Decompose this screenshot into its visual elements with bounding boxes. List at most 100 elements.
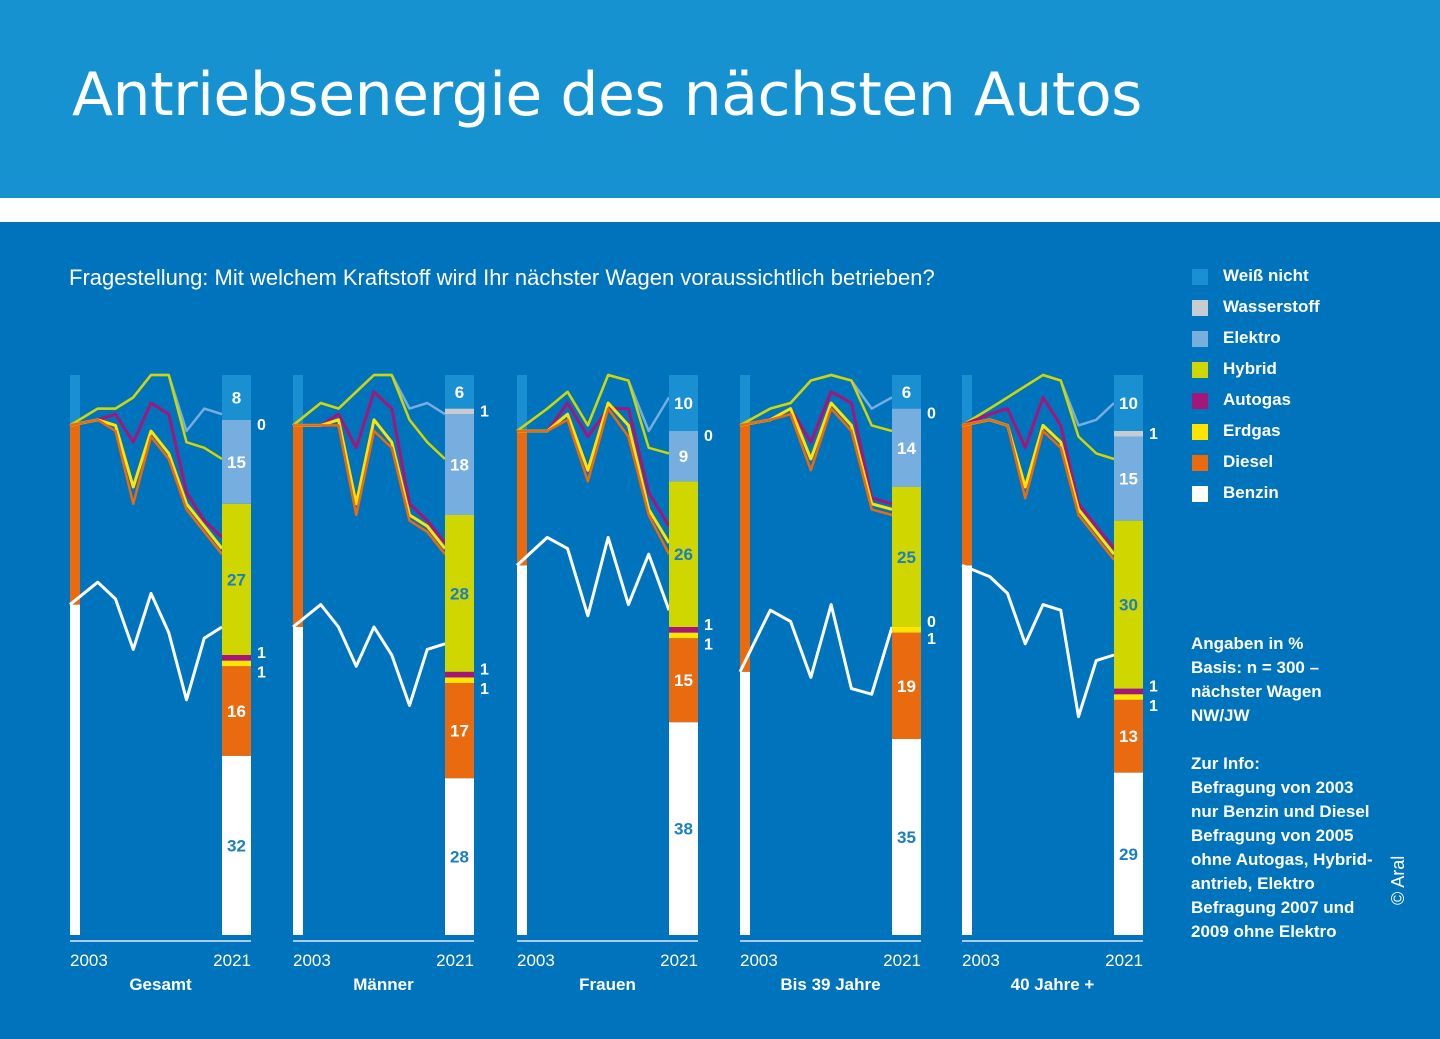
panel-title: Bis 39 Jahre	[780, 975, 880, 994]
bar-segment-weiß nicht	[892, 375, 921, 409]
series-line-elektro	[69, 373, 223, 433]
bar-value-label: 15	[227, 453, 246, 472]
series-line-autogas	[293, 390, 447, 544]
x-tick-label: 2021	[883, 951, 921, 970]
history-benzin-bar	[740, 671, 750, 935]
bar-value-label: 9	[679, 447, 688, 466]
legend-item: Weiß nicht	[1192, 265, 1392, 289]
bar-value-label: 6	[455, 383, 464, 402]
series-line-hybrid	[69, 373, 223, 461]
bar-segment-diesel	[222, 666, 251, 756]
bar-value-label: 28	[450, 848, 469, 867]
history-benzin-bar	[962, 565, 972, 935]
legend-label: Hybrid	[1223, 359, 1277, 378]
bar-segment-hybrid	[1114, 520, 1143, 689]
legend-item: Diesel	[1192, 451, 1392, 475]
note-line: Angaben in %	[1191, 634, 1304, 653]
legend-label: Weiß nicht	[1223, 266, 1309, 285]
bar-value-label: 29	[1119, 845, 1138, 864]
series-line-autogas	[69, 401, 224, 539]
series-line-benzin	[961, 564, 1115, 719]
x-tick-label: 2003	[70, 951, 108, 970]
x-tick-label: 2021	[436, 951, 474, 970]
series-line-benzin	[515, 535, 671, 618]
bar-value-label: 1	[704, 617, 713, 634]
bar-value-label: 8	[232, 388, 241, 407]
series-line-elektro	[292, 373, 446, 427]
page-title: Antriebsenergie des nächsten Autos	[72, 60, 1142, 130]
series-line-hybrid	[961, 373, 1115, 461]
legend-label: Diesel	[1223, 452, 1274, 471]
history-diesel-bar	[293, 425, 303, 627]
note-line: nur Benzin und Diesel	[1191, 802, 1370, 821]
series-line-elektro	[516, 373, 671, 433]
bar-value-label: 14	[897, 439, 916, 458]
x-tick-label: 2003	[293, 951, 331, 970]
bar-value-label: 35	[897, 828, 916, 847]
bar-value-label: 27	[227, 570, 246, 589]
panel-title: Frauen	[579, 975, 636, 994]
series-line-erdgas	[961, 418, 1116, 556]
bar-value-label: 32	[227, 836, 246, 855]
bar-segment-wasserstoff	[1114, 431, 1143, 437]
bar-segment-hybrid	[222, 503, 251, 655]
history-diesel-bar	[517, 431, 527, 566]
history-diesel-bar	[740, 425, 750, 672]
series-line-diesel	[517, 407, 671, 555]
legend-item: Elektro	[1192, 327, 1392, 351]
bar-segment-diesel	[669, 638, 698, 723]
legend-label: Erdgas	[1223, 421, 1281, 440]
bar-value-label: 17	[450, 722, 469, 741]
legend-label: Wasserstoff	[1223, 297, 1320, 316]
x-tick-label: 2003	[517, 951, 555, 970]
bar-value-label: 38	[674, 820, 693, 839]
series-line-diesel	[293, 424, 446, 555]
bar-value-label: 0	[927, 614, 936, 631]
history-diesel-bar	[70, 425, 80, 605]
copyright: © Aral	[1388, 855, 1408, 905]
legend-label: Autogas	[1223, 390, 1291, 409]
legend-label: Benzin	[1223, 483, 1279, 502]
bar-segment-benzin	[222, 755, 251, 935]
bar-value-label: 13	[1119, 727, 1138, 746]
note-line: Basis: n = 300 –	[1191, 658, 1320, 677]
notes: Angaben in % Basis: n = 300 – nächster Wag…	[1191, 632, 1401, 944]
series-line-benzin	[292, 603, 446, 707]
bar-value-label: 15	[1119, 470, 1138, 489]
x-tick-label: 2003	[740, 951, 778, 970]
note-line: Befragung von 2005	[1191, 826, 1354, 845]
bar-value-label: 26	[674, 545, 693, 564]
bar-value-label: 0	[257, 417, 266, 434]
bar-value-label: 19	[897, 677, 916, 696]
legend-item: Benzin	[1192, 482, 1392, 506]
note-line: nächster Wagen	[1191, 682, 1322, 701]
bar-segment-autogas	[222, 655, 251, 661]
series-line-diesel	[69, 418, 223, 555]
question-text: Fragestellung: Mit welchem Kraftstoff wi…	[69, 265, 935, 290]
note-line: Befragung von 2003	[1191, 778, 1354, 797]
legend-item: Wasserstoff	[1192, 296, 1392, 320]
legend-item: Autogas	[1192, 389, 1392, 413]
bar-segment-weiß nicht	[669, 375, 698, 431]
bar-value-label: 1	[257, 645, 266, 662]
bar-value-label: 1	[704, 636, 713, 653]
x-tick-label: 2021	[660, 951, 698, 970]
note-line: NW/JW	[1191, 706, 1250, 725]
bar-value-label: 28	[450, 584, 469, 603]
note-line: antrieb, Elektro	[1191, 874, 1315, 893]
bar-value-label: 0	[927, 406, 936, 423]
bar-segment-elektro	[892, 408, 921, 487]
series-line-hybrid	[516, 373, 670, 455]
bar-segment-elektro	[222, 419, 251, 504]
bar-value-label: 10	[1119, 394, 1138, 413]
bar-segment-elektro	[1114, 436, 1143, 521]
history-benzin-bar	[293, 627, 303, 935]
bar-value-label: 18	[450, 456, 469, 475]
bar-segment-erdgas	[892, 627, 921, 633]
bar-value-label: 30	[1119, 596, 1138, 615]
legend-swatch	[1192, 331, 1208, 347]
series-line-hybrid	[739, 373, 893, 433]
bar-segment-hybrid	[669, 481, 698, 627]
bar-segment-wasserstoff	[445, 408, 474, 415]
legend-item: Erdgas	[1192, 420, 1392, 444]
